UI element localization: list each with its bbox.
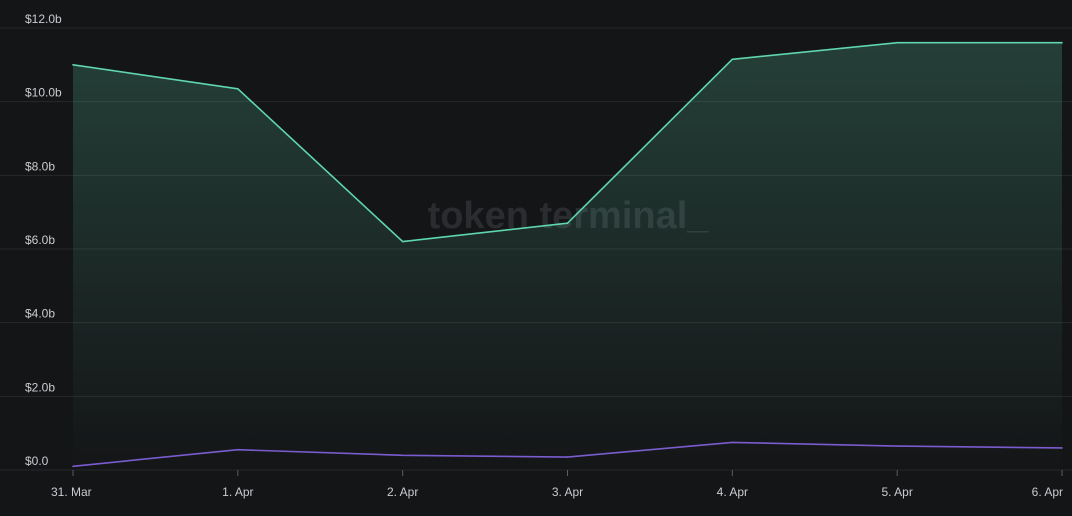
- series-2-point: [401, 454, 404, 457]
- series-1-point: [566, 222, 569, 225]
- y-tick-label: $2.0b: [25, 380, 55, 394]
- x-tick-label: 1. Apr: [222, 485, 253, 499]
- area-layer: [73, 42, 1062, 470]
- y-tick-label: $8.0b: [25, 159, 55, 173]
- series-2-point: [731, 441, 734, 444]
- y-tick-label: $0.0: [25, 454, 49, 468]
- series-2-point: [566, 456, 569, 458]
- x-tick-label: 5. Apr: [881, 485, 912, 499]
- series-2-point: [896, 445, 898, 447]
- series-1-point: [731, 58, 734, 61]
- y-tick-label: $6.0b: [25, 233, 55, 247]
- series-1-point: [72, 64, 74, 66]
- series-1-point: [1061, 41, 1063, 44]
- series-1-point: [401, 240, 404, 243]
- series-1-area: [73, 42, 1062, 470]
- series-2-point: [237, 448, 239, 451]
- y-tick-label: $4.0b: [25, 307, 55, 321]
- x-axis-tick-labels: 31. Mar 1. Apr 2. Apr 3. Apr 4. Apr 5. Apr 6. …: [51, 470, 1063, 499]
- series-2-point: [72, 465, 74, 468]
- x-tick-label: 4. Apr: [717, 485, 748, 499]
- x-tick-label: 2. Apr: [387, 485, 418, 499]
- y-tick-label: $12.0b: [25, 12, 62, 26]
- series-1-point: [896, 41, 898, 44]
- x-tick-label: 3. Apr: [552, 485, 583, 499]
- y-tick-label: $10.0b: [25, 86, 62, 100]
- x-tick-label: 31. Mar: [51, 485, 92, 499]
- series-1-point: [237, 87, 239, 90]
- series-2-point: [1061, 447, 1063, 449]
- series-lines: [72, 41, 1063, 468]
- y-axis-tick-labels: $0.0 $2.0b $4.0b $6.0b $8.0b $10.0b $12.0b: [25, 12, 62, 468]
- x-tick-label: 6. Apr: [1032, 485, 1063, 499]
